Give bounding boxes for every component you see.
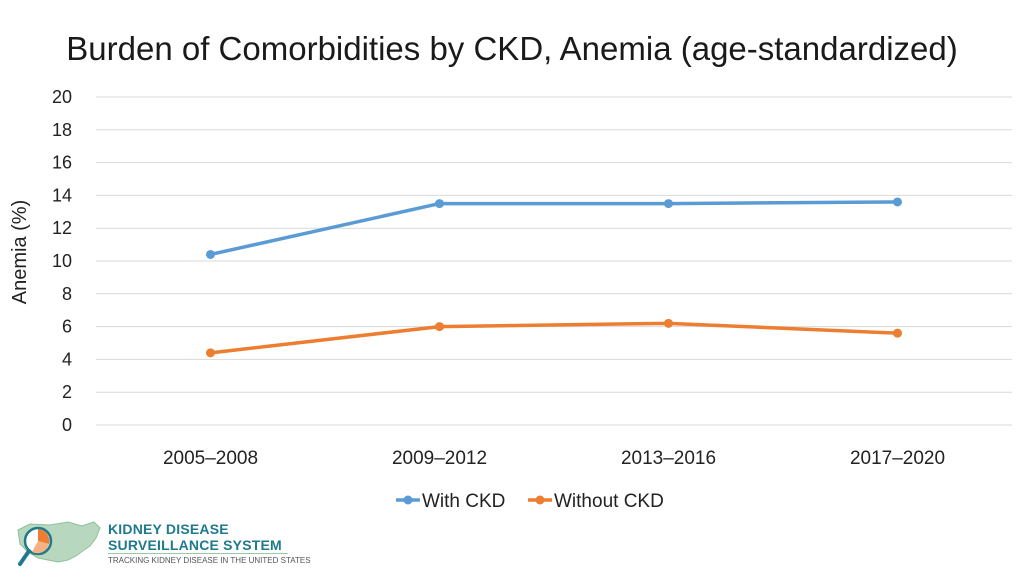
y-tick-label-8: 8 (62, 284, 72, 304)
legend-item-1: Without CKD (528, 491, 664, 512)
data-point-1-3 (893, 328, 902, 338)
y-tick-label-12: 12 (52, 218, 72, 238)
series-line-0 (210, 200, 898, 257)
data-point-0-1 (435, 199, 444, 209)
y-axis-label: Anemia (%) (9, 200, 31, 304)
x-tick-label-3: 2017–2020 (850, 448, 945, 469)
data-point-0-3 (893, 197, 902, 207)
chart-title: Burden of Comorbidities by CKD, Anemia (… (66, 30, 958, 67)
y-tick-label-6: 6 (62, 317, 72, 337)
x-axis-ticks: 2005–2008 2009–2012 2013–2016 2017–2020 (163, 448, 945, 469)
x-tick-label-1: 2009–2012 (392, 448, 487, 469)
logo-divider (108, 553, 288, 554)
data-point-1-0 (206, 348, 215, 358)
y-tick-label-16: 16 (52, 153, 72, 173)
kdss-logo: KIDNEY DISEASE SURVEILLANCE SYSTEM TRACK… (10, 516, 311, 572)
y-tick-label-18: 18 (52, 120, 72, 140)
legend-swatch-marker-1 (535, 495, 545, 505)
y-tick-label-2: 2 (62, 382, 72, 402)
y-tick-label-4: 4 (62, 349, 72, 369)
series-line-1 (210, 321, 898, 355)
legend-label-1: Without CKD (554, 491, 664, 512)
logo-line-2: SURVEILLANCE SYSTEM (108, 537, 282, 553)
y-tick-label-20: 20 (52, 87, 72, 107)
legend: With CKD Without CKD (396, 491, 664, 512)
us-map-icon (17, 521, 101, 566)
data-point-1-2 (664, 318, 673, 328)
series-0 (206, 197, 902, 259)
data-point-0-2 (664, 199, 673, 209)
legend-label-0: With CKD (422, 491, 505, 512)
logo-tagline: TRACKING KIDNEY DISEASE IN THE UNITED ST… (108, 556, 311, 565)
data-point-0-0 (206, 249, 215, 259)
y-tick-label-14: 14 (52, 185, 72, 205)
y-tick-label-0: 0 (62, 415, 72, 435)
data-point-1-1 (435, 322, 444, 332)
legend-swatch-marker-0 (403, 495, 413, 505)
gridlines (96, 96, 1012, 426)
legend-item-0: With CKD (396, 491, 505, 512)
x-tick-label-0: 2005–2008 (163, 448, 258, 469)
series-lines (206, 197, 902, 358)
series-1 (206, 318, 902, 358)
x-tick-label-2: 2013–2016 (621, 448, 716, 469)
y-tick-label-10: 10 (52, 251, 72, 271)
logo-line-1: KIDNEY DISEASE (108, 521, 229, 537)
y-axis-ticks: 0 2 4 6 8 10 12 14 16 18 20 (52, 87, 72, 435)
